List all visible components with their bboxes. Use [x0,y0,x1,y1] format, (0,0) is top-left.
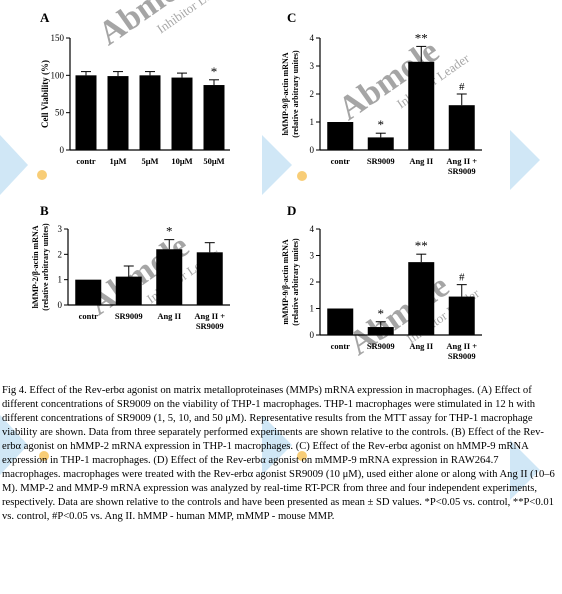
significance-marker: * [378,306,385,321]
panel-c: C 0 1 2 3 4 hMMP-9/β-actin mRNA (relative arbi… [280,0,562,195]
bar [408,61,435,150]
bar [75,279,102,305]
caption-title: Fig 4. Effect of the Rev-erbα agonist on… [2,385,475,396]
panel-b: B 0 1 2 3 hMMP-2/β-actin mRNA (relative arbit… [0,195,280,380]
bar [115,276,142,305]
y-tick-label: 2 [58,249,63,259]
y-tick-label: 3 [310,251,315,261]
y-tick-label: 50 [55,108,65,118]
bar [196,252,223,305]
chart-panel-b: 0 1 2 3 hMMP-2/β-actin mRNA (relative arbitra… [31,223,230,331]
significance-marker: * [166,224,173,239]
significance-marker: # [459,272,465,284]
x-tick-label: 50μM [203,156,224,166]
x-tick-label: Ang II [409,341,434,351]
panel-letter-d: D [287,203,297,218]
x-tick-label: Ang II + [446,156,477,166]
chart-panel-d: 0 1 2 3 4 mMMP-9/β-actin mRNA (relative arbitr… [281,224,482,361]
y-tick-label: 4 [310,224,315,234]
y-tick-label: 3 [310,61,315,71]
bar [367,327,394,335]
y-axis-label: mMMP-9/β-actin mRNA [281,239,290,325]
figure-caption: Fig 4. Effect of the Rev-erbα agonist on… [2,384,558,524]
y-axis-label: (relative arbitrary unites) [41,223,50,311]
x-tick-label: contr [331,156,351,166]
x-tick-label: SR9009 [367,156,395,166]
y-tick-label: 3 [58,224,63,234]
caption-body: (A) Effect of different concentrations o… [2,385,555,522]
x-tick-label: contr [79,311,99,321]
bar [448,296,475,335]
y-tick-label: 2 [310,89,315,99]
significance-marker: ** [415,30,428,45]
x-tick-label: SR9009 [448,166,476,176]
y-axis-label: hMMP-2/β-actin mRNA [31,225,40,308]
bar [171,77,193,150]
bar [367,137,394,150]
y-axis-label: (relative arbitrary unites) [291,50,300,138]
y-axis-label: Cell Viability (%) [40,60,50,128]
bar [75,75,97,150]
x-tick-label: SR9009 [196,321,224,331]
bar [156,249,183,305]
chart-panel-c: 0 1 2 3 4 hMMP-9/β-actin mRNA (relative arbitr… [281,30,482,176]
x-tick-label: SR9009 [115,311,143,321]
x-tick-label: Ang II + [446,341,477,351]
bar [139,75,161,150]
bar [203,85,225,150]
y-tick-label: 0 [60,145,65,155]
x-tick-label: contr [331,341,351,351]
panel-a: A 0 50 100 150 Cell Viability (%) contr 1μM 5μM… [0,0,280,195]
y-tick-label: 0 [310,330,315,340]
x-tick-label: 10μM [171,156,192,166]
y-tick-label: 100 [51,70,65,80]
panel-letter-a: A [40,10,50,25]
significance-marker: ** [415,238,428,253]
y-axis-label: hMMP-9/β-actin mRNA [281,52,290,135]
significance-marker: # [459,81,465,93]
chart-panel-a: 0 50 100 150 Cell Viability (%) contr 1μM 5μM 10… [40,33,230,166]
bar [327,308,354,335]
x-tick-label: contr [76,156,96,166]
significance-marker: * [378,117,385,132]
x-tick-label: SR9009 [448,351,476,361]
x-tick-label: Ang II [157,311,182,321]
x-tick-label: 1μM [109,156,126,166]
bar [327,122,354,150]
y-tick-label: 1 [310,304,315,314]
x-tick-label: Ang II + [194,311,225,321]
x-tick-label: 5μM [141,156,158,166]
y-tick-label: 4 [310,33,315,43]
bar [107,76,129,150]
bar [408,262,435,335]
y-tick-label: 0 [58,300,63,310]
bar [448,105,475,150]
x-tick-label: SR9009 [367,341,395,351]
y-tick-label: 150 [51,33,65,43]
panel-letter-b: B [40,203,49,218]
y-tick-label: 1 [58,275,63,285]
panel-letter-c: C [287,10,297,25]
significance-marker: * [211,64,218,79]
x-tick-label: Ang II [409,156,434,166]
y-axis-label: (relative arbitrary unites) [291,238,300,326]
y-tick-label: 0 [310,145,315,155]
y-tick-label: 2 [310,277,315,287]
panel-d: D 0 1 2 3 4 mMMP-9/β-actin mRNA (relative arbi… [280,195,562,380]
y-tick-label: 1 [310,117,315,127]
